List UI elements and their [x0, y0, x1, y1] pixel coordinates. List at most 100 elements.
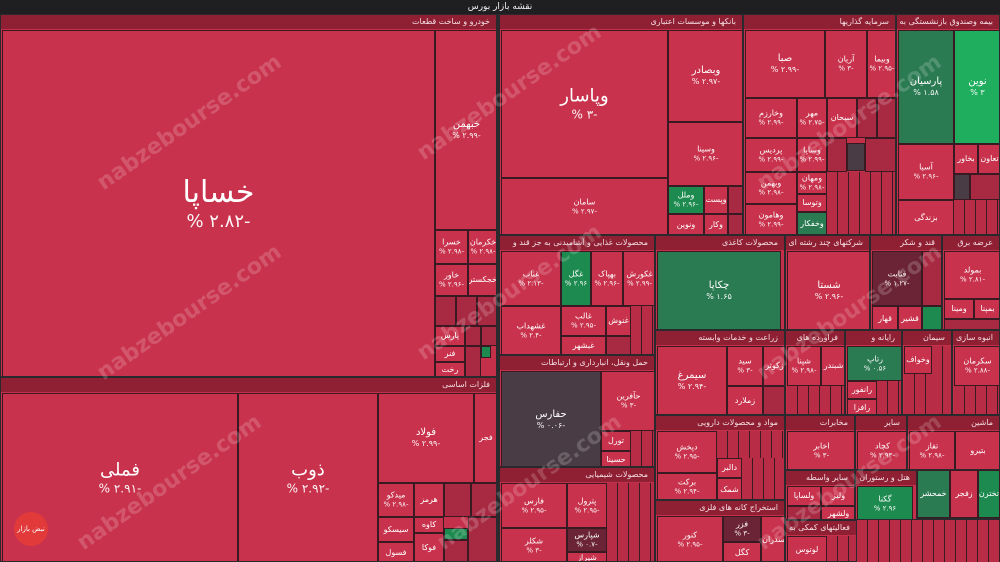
stock-fares[interactable]: فارس -۲.۹۵ % [501, 483, 567, 528]
stock-skerman[interactable]: سکرمان -۲.۸۸ % [954, 346, 999, 386]
stock-vmal[interactable]: وملل -۲.۹۶ % [668, 186, 704, 214]
stock-zob[interactable]: ذوب -۲.۹۲ % [238, 393, 378, 561]
stock-pars[interactable]: پارس [435, 326, 465, 346]
stock-hafars[interactable]: حفارس -۰.۰۶ % [501, 371, 601, 466]
sector-multi[interactable]: شرکتهای چند رشته ای شستا -۲.۹۶ % [785, 235, 870, 330]
stock-fuka[interactable]: فوکا [414, 533, 444, 561]
stock-zkoda[interactable]: زکوثر [763, 346, 784, 386]
stock-midko[interactable]: میدکو -۲.۹۸ % [378, 483, 414, 517]
stock-torbil[interactable]: تورل [601, 431, 631, 451]
sector-paper[interactable]: محصولات کاغذی چکاپا ۱.۶۵ % [655, 235, 785, 330]
stock-bkhavar[interactable]: بخاور [954, 144, 978, 174]
sector-other[interactable]: سایر کچاد -۲.۹۳ % [855, 415, 907, 470]
stock-vbima[interactable]: وبیما -۲.۹۵ % [867, 30, 895, 98]
stock-ktor[interactable]: کنور -۲.۹۵ % [657, 516, 723, 561]
stock-vhemun[interactable]: وهامون -۲.۹۹ % [745, 204, 797, 234]
stock-barzendegi[interactable]: بزندگی [898, 200, 954, 234]
stock-small[interactable] [728, 186, 742, 214]
stock-saderan[interactable]: سدران [761, 516, 784, 561]
stock-kvas[interactable]: کاوه [414, 517, 444, 533]
stock-vkar[interactable]: وکار [704, 214, 728, 234]
stock-shekalam[interactable]: شکلر -۳ % [501, 528, 567, 561]
sector-oil[interactable]: فراورده های شپنا -۲.۹۸ % شبندر [785, 330, 845, 415]
stock-grid[interactable] [827, 536, 856, 561]
stock-akhaber[interactable]: اخابر -۳ % [787, 431, 854, 469]
stock-small[interactable] [827, 138, 847, 172]
stock-khavar[interactable]: خاور -۲.۹۶ % [435, 264, 468, 296]
stock-ghnab[interactable]: غناب -۲.۱۳ % [501, 251, 561, 306]
sector-farm[interactable]: زراعت و خدمات وابسته سیمرغ -۲.۹۴ % سید -۳ … [655, 330, 785, 415]
stock-small[interactable] [481, 326, 496, 346]
stock-grid[interactable] [857, 520, 1000, 562]
stock-sayed[interactable]: سید -۳ % [727, 346, 763, 386]
stock-small[interactable] [477, 296, 496, 326]
sector-offer[interactable]: عرضه برق بمولد -۲.۸۱ % ومینا بمپنا [942, 235, 1000, 330]
stock-sisko[interactable]: سیسکو [378, 517, 414, 542]
stock-small[interactable] [606, 336, 631, 354]
stock-arian[interactable]: آریان -۳ % [825, 30, 867, 98]
stock-ghasabet[interactable]: قثابت -۱.۲۷ % [872, 251, 922, 306]
stock-sbhan[interactable]: سبحان [827, 98, 857, 138]
stock-bmpna[interactable]: بمپنا [974, 299, 999, 319]
stock-dalber[interactable]: دالبر [717, 458, 742, 478]
stock-saba[interactable]: صبا -۲.۹۹ % [745, 30, 825, 98]
stock-ghshir2[interactable]: قشیر [898, 306, 922, 329]
stock-khjekstar[interactable]: خجکستر [468, 264, 496, 296]
stock-kgol[interactable]: کگل [723, 542, 761, 561]
stock-khasapa[interactable]: خساپا -۲.۸۲ % [2, 30, 435, 376]
stock-bmoad[interactable]: بمولد -۲.۸۱ % [944, 251, 999, 299]
stock-petrol[interactable]: پترول -۲.۹۵ % [567, 483, 607, 528]
sector-insurance[interactable]: بیمه وصندوق بازنشستگی به پارسیان ۱.۵۸ % ن… [896, 14, 1000, 235]
sector-pharma[interactable]: مواد و محصولات دارویی دپخش -۲.۹۵ % برکت -۲… [655, 415, 785, 500]
stock-vkhafkar[interactable]: وخفکار [797, 212, 827, 234]
stock-raphour[interactable]: رانفور [847, 381, 877, 399]
stock-foolad[interactable]: فولاد -۲.۹۹ % [378, 393, 474, 483]
stock-small[interactable] [444, 528, 468, 540]
stock-grid[interactable] [631, 431, 654, 466]
stock-lotos[interactable]: لوتوس [787, 536, 827, 561]
stock-barkat[interactable]: برکت -۲.۹۴ % [657, 473, 717, 499]
stock-small[interactable] [877, 98, 895, 138]
stock-small[interactable] [444, 483, 471, 517]
stock-grid[interactable] [954, 386, 999, 414]
stock-rakhat[interactable]: رخت [435, 362, 465, 376]
stock-shepars[interactable]: شپارس -۰.۷ % [567, 528, 607, 552]
stock-grid[interactable] [607, 483, 654, 561]
stock-grid[interactable] [717, 431, 784, 458]
sector-transport[interactable]: حمل ونقل، انبارداری و ارتباطات حفارس -۰.۰… [499, 355, 655, 467]
stock-small[interactable] [468, 517, 496, 561]
stock-vbehman[interactable]: وبهمن -۲.۹۸ % [745, 172, 797, 204]
stock-kchad[interactable]: کچاد -۲.۹۳ % [857, 431, 906, 469]
stock-grid[interactable] [827, 172, 895, 234]
stock-ghzar[interactable]: قهار [872, 306, 898, 329]
stock-vnovin[interactable]: ونوین [668, 214, 704, 234]
stock-mhr[interactable]: مهر -۲.۷۵ % [797, 98, 827, 138]
stock-vpardis[interactable]: پردیس -۲.۹۹ % [745, 138, 797, 172]
sector-chem[interactable]: محصولات شیمیایی فارس -۲.۹۵ % پترول -۲.۹۵ %… [499, 467, 655, 562]
stock-khesra[interactable]: خسرا -۲.۹۸ % [435, 230, 468, 264]
stock-khkaran[interactable]: خکرمان -۲.۹۸ % [468, 230, 496, 264]
stock-grid[interactable] [787, 386, 844, 414]
stock-ghgol[interactable]: غگل ۲.۹۶ % [561, 251, 591, 306]
stock-small[interactable] [465, 326, 481, 346]
stock-small[interactable] [728, 214, 742, 234]
stock-vpost[interactable]: وپست [704, 186, 728, 214]
stock-small[interactable] [456, 296, 477, 326]
stock-grid[interactable] [932, 346, 951, 414]
stock-vpasar[interactable]: وپاسار -۳ % [501, 30, 668, 178]
stock-small[interactable] [465, 346, 481, 376]
stock-tfazer[interactable]: تفاز -۲.۹۸ % [909, 431, 955, 469]
stock-hasina[interactable]: حسینا [601, 451, 631, 466]
sector-mining[interactable]: استخراج کانه های فلزی کنور -۲.۹۵ % فزر -۳ … [655, 500, 785, 562]
sector-food[interactable]: محصولات غذایی و آشامیدنی به جز قند و غنا… [499, 235, 655, 355]
stock-ghalb[interactable]: غالب -۲.۹۵ % [561, 306, 606, 336]
stock-small[interactable] [922, 251, 941, 306]
stock-bteyro[interactable]: بتیرو [955, 431, 999, 469]
stock-small[interactable] [857, 98, 877, 138]
stock-saman[interactable]: سامان -۲.۹۷ % [501, 178, 668, 234]
stock-vsapa[interactable]: وساپا -۲.۹۹ % [797, 138, 827, 172]
stock-small[interactable] [922, 306, 941, 329]
stock-grid[interactable] [742, 458, 784, 499]
sector-media[interactable]: ماشین تفاز -۲.۹۸ % بتیرو [907, 415, 1000, 470]
stock-novin[interactable]: نوین ۳ % [954, 30, 999, 144]
